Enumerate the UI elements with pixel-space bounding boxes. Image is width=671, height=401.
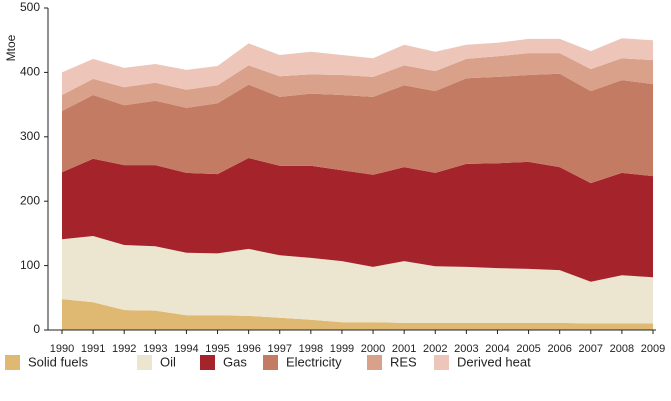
legend-label: Derived heat [457, 354, 531, 369]
x-tick-label: 2004 [485, 343, 509, 355]
x-tick-label: 2006 [547, 343, 571, 355]
x-tick-label: 1990 [50, 343, 74, 355]
x-tick-label: 1992 [112, 343, 136, 355]
area [62, 53, 653, 112]
x-tick-label: 2002 [423, 343, 447, 355]
legend-label: RES [390, 354, 417, 369]
x-tick-label: 1991 [81, 343, 105, 355]
x-tick-label: 1997 [267, 343, 291, 355]
x-tick-label: 1999 [330, 343, 354, 355]
x-tick-label: 1993 [143, 343, 167, 355]
legend-swatch [434, 355, 449, 370]
x-tick-label: 2001 [392, 343, 416, 355]
x-tick-label: 2009 [641, 343, 665, 355]
legend-swatch [137, 355, 152, 370]
legend-label: Gas [223, 354, 247, 369]
area [62, 158, 653, 282]
area [62, 299, 653, 330]
x-tick-label: 2000 [361, 343, 385, 355]
y-axis-label: Mtoe [4, 34, 18, 61]
y-tick-label: 400 [20, 65, 40, 79]
x-tick-label: 2005 [516, 343, 540, 355]
y-tick-label: 200 [20, 193, 40, 207]
area [62, 38, 653, 95]
legend-label: Solid fuels [28, 354, 88, 369]
legend-swatch [5, 355, 20, 370]
area [62, 73, 653, 184]
x-tick-label: 1998 [299, 343, 323, 355]
x-tick-label: 2007 [579, 343, 603, 355]
y-tick-label: 500 [20, 0, 40, 14]
y-tick-label: 300 [20, 129, 40, 143]
y-tick-label: 0 [33, 322, 40, 336]
area [62, 235, 653, 324]
legend-swatch [200, 355, 215, 370]
x-tick-label: 1996 [236, 343, 260, 355]
legend-swatch [367, 355, 382, 370]
y-tick-label: 100 [20, 258, 40, 272]
x-tick-label: 2008 [610, 343, 634, 355]
x-tick-label: 2003 [454, 343, 478, 355]
x-tick-label: 1994 [174, 343, 198, 355]
legend-label: Oil [160, 354, 176, 369]
legend-label: Electricity [286, 354, 342, 369]
legend-swatch [263, 355, 278, 370]
x-tick-label: 1995 [205, 343, 229, 355]
